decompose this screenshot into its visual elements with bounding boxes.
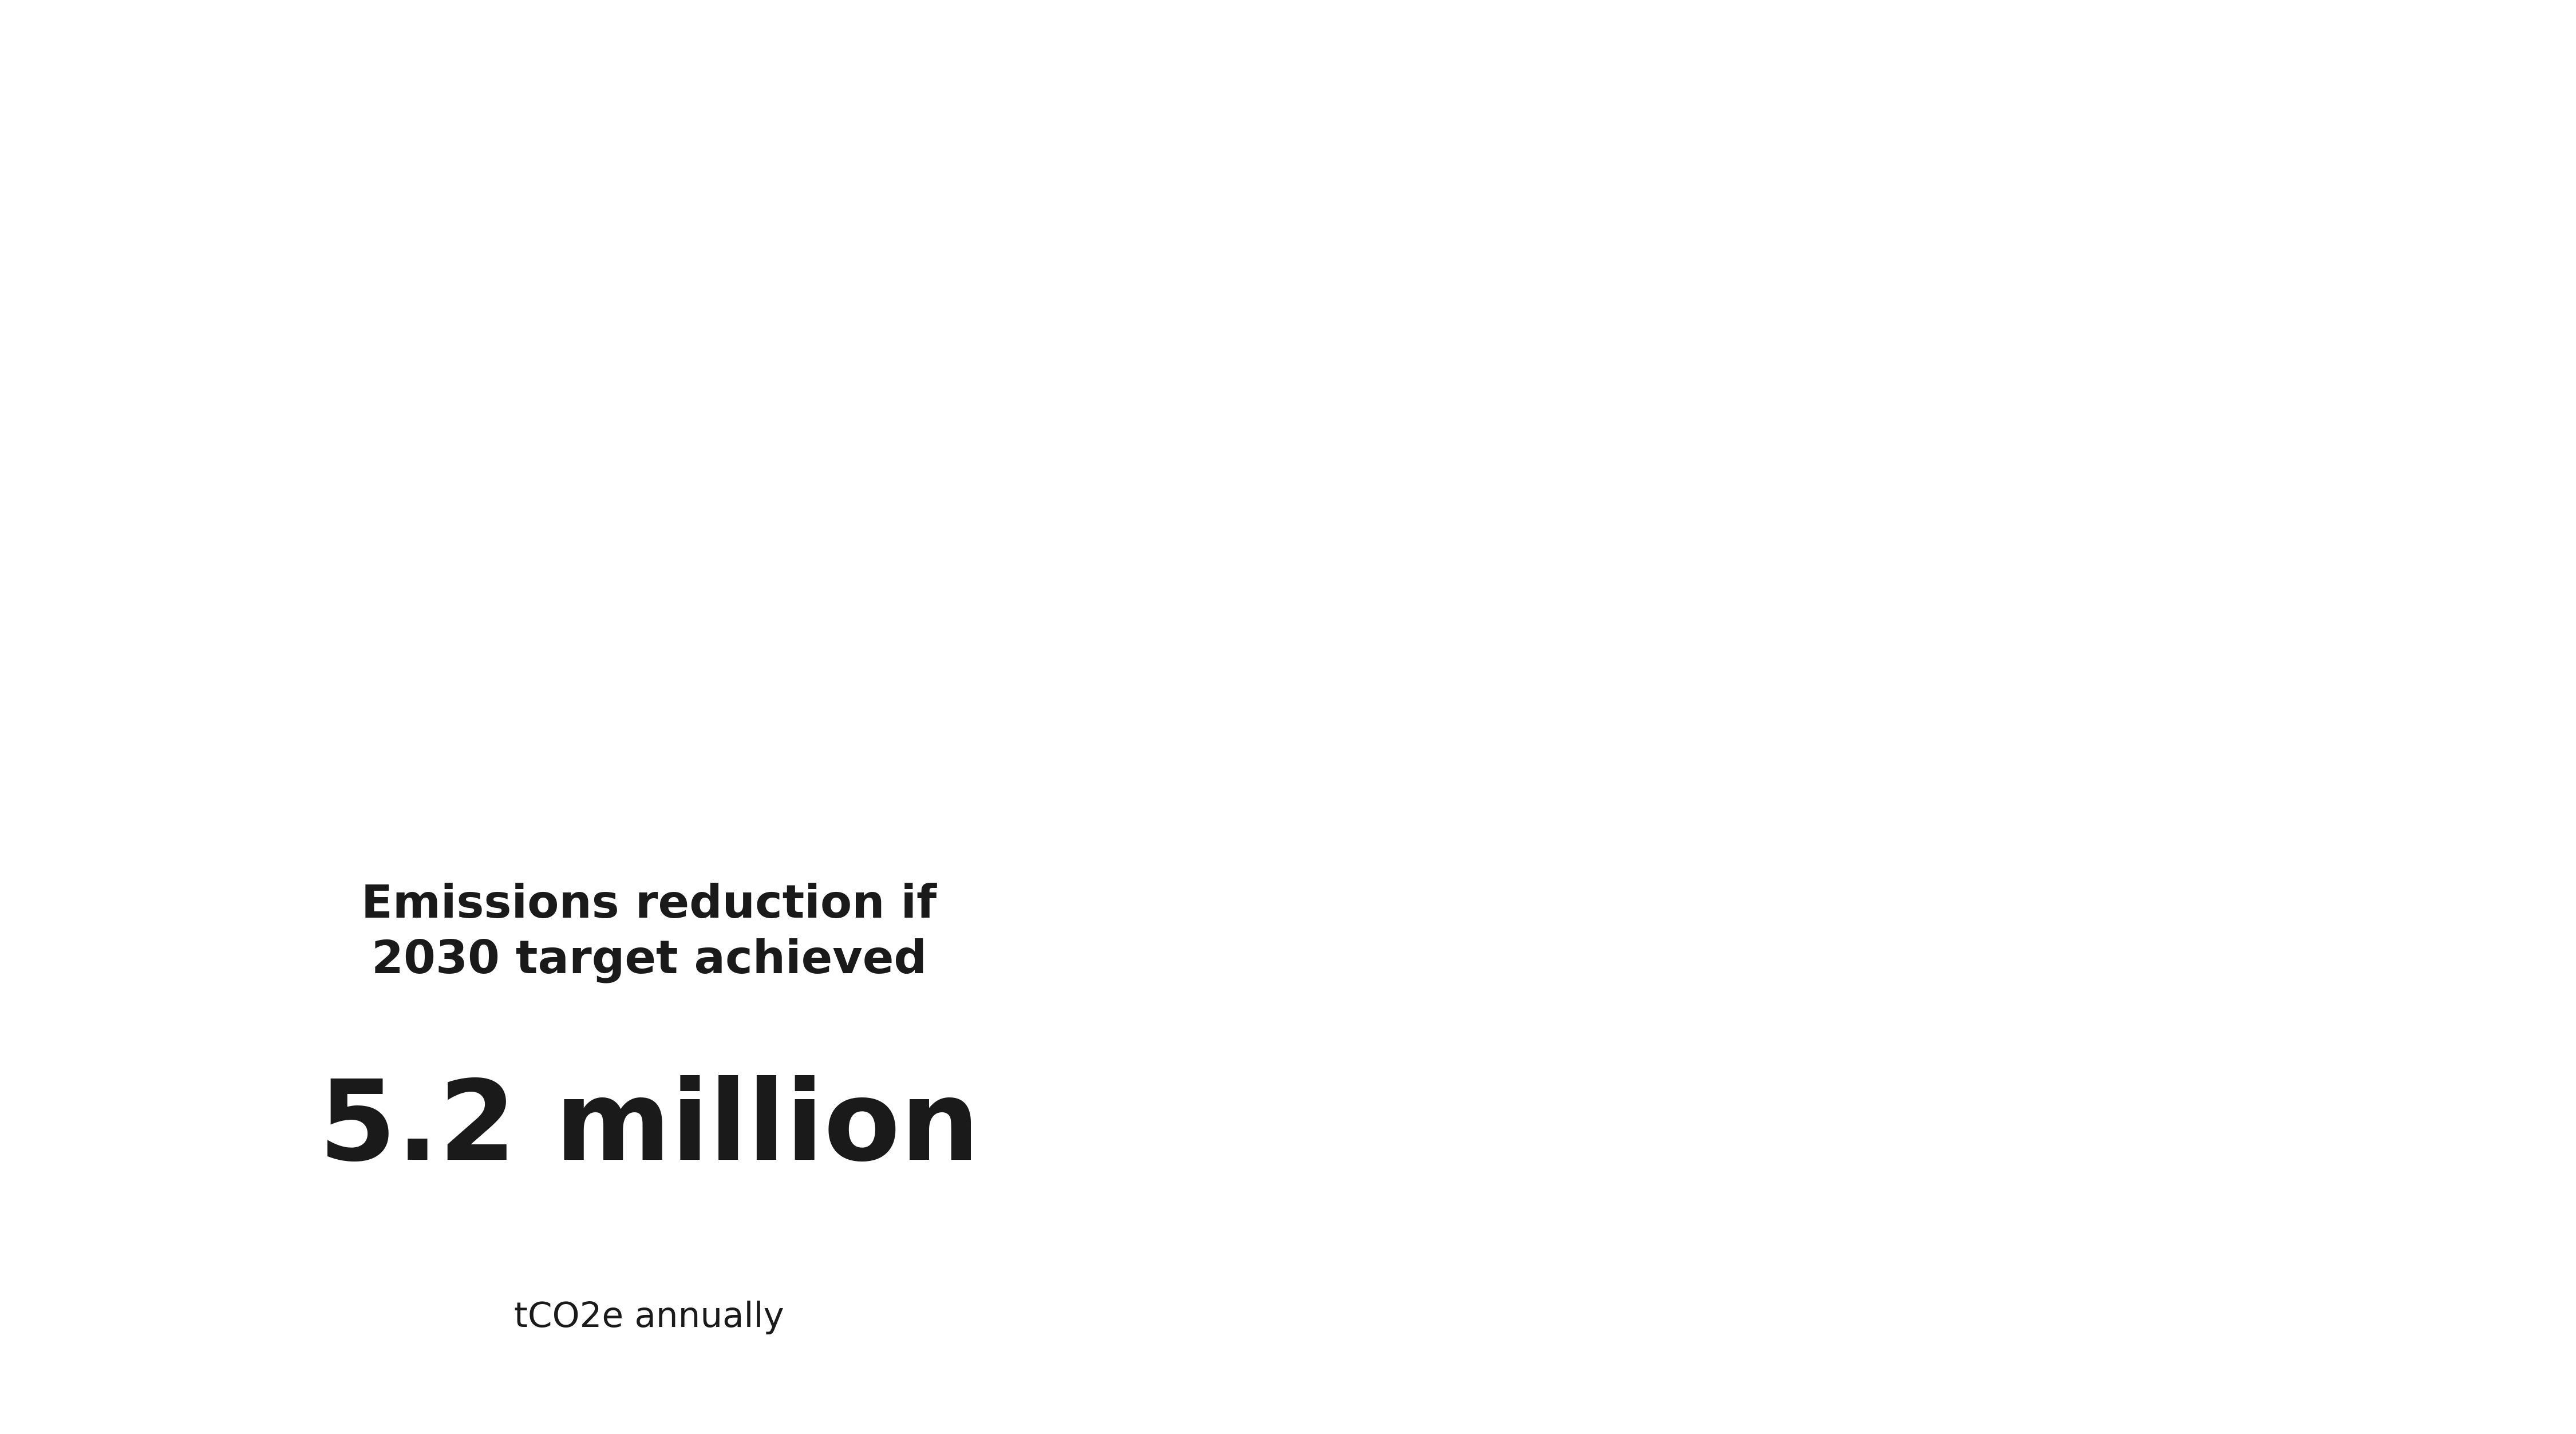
Text: 70+: 70+ bbox=[507, 440, 791, 562]
Text: 2.4 billion: 2.4 billion bbox=[1615, 447, 2239, 555]
Text: 5.2 million: 5.2 million bbox=[319, 1076, 979, 1183]
Text: Emissions reduction if
2030 target achieved: Emissions reduction if 2030 target achie… bbox=[361, 883, 938, 982]
Text: tCO2e annually: tCO2e annually bbox=[515, 1301, 783, 1335]
Text: annually: annually bbox=[1852, 1301, 2002, 1335]
Text: Cars taken off the road
if 2030 target achieved: Cars taken off the road if 2030 target a… bbox=[1623, 883, 2231, 982]
Text: Coolfood Pledge
Members: Coolfood Pledge Members bbox=[438, 206, 860, 307]
Text: Meals Served: Meals Served bbox=[1752, 234, 2102, 278]
Text: 3.4 million: 3.4 million bbox=[1597, 1076, 2257, 1183]
